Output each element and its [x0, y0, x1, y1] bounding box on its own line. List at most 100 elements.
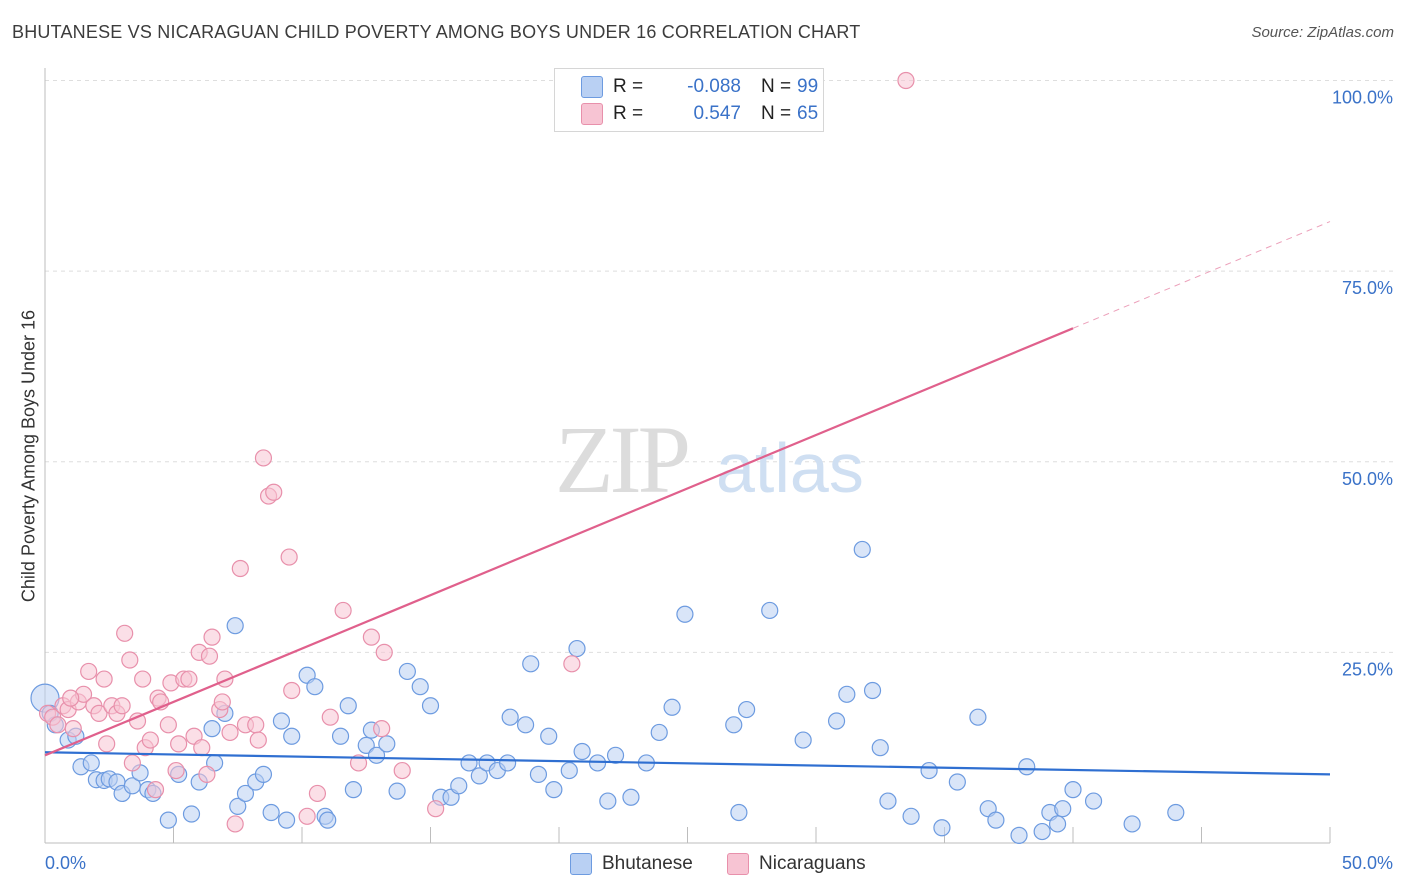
nicaraguans-point — [362, 628, 380, 646]
bhutanese-point — [545, 781, 563, 799]
bhutanese-point — [863, 681, 882, 700]
nicaraguans-point — [159, 716, 177, 734]
bhutanese-point — [229, 797, 247, 816]
legend-swatch-pink — [581, 103, 603, 125]
bhutanese-point — [398, 662, 416, 681]
nicaraguans-point — [427, 800, 445, 818]
bhutanese-point — [529, 765, 548, 783]
bhutanese-point — [568, 639, 586, 658]
legend-swatch-blue — [581, 76, 603, 98]
nicaraguans-point — [334, 601, 352, 620]
x-tick-label-min: 0.0% — [45, 853, 86, 873]
bhutanese-point — [1048, 815, 1067, 833]
nicaraguans-point — [116, 624, 134, 642]
nicaraguans-point — [897, 71, 915, 90]
bhutanese-point — [344, 781, 362, 799]
nicaraguans-point — [200, 647, 219, 665]
nicaraguans-point — [62, 689, 80, 707]
nicaraguans-point — [90, 704, 108, 722]
bhutanese-point — [226, 617, 244, 635]
nicaraguans-point — [265, 483, 283, 501]
bottom-legend-swatch-blue — [570, 853, 592, 875]
bhutanese-point — [277, 811, 296, 829]
bhutanese-point — [902, 807, 920, 825]
bottom-legend-bhutanese: Bhutanese — [570, 852, 693, 876]
bhutanese-point — [761, 601, 779, 620]
bhutanese-point — [522, 655, 540, 673]
nicaraguans-point — [121, 651, 139, 669]
bhutanese-point — [676, 605, 694, 623]
bhutanese-point — [663, 698, 681, 716]
nicaraguans-point — [231, 559, 249, 578]
source-credit: Source: ZipAtlas.com — [1251, 24, 1394, 41]
bhutanese-point — [470, 767, 488, 785]
nicaraguan-points — [38, 71, 915, 833]
nicaraguans-point — [95, 670, 113, 688]
nicaraguans-point — [134, 670, 152, 688]
bhutanese-point — [357, 736, 375, 755]
bhutanese-point — [501, 708, 519, 726]
nicaraguans-point — [226, 815, 244, 833]
bhutanese-point — [838, 685, 856, 703]
bhutanese-point — [411, 678, 429, 696]
nicaraguans-point — [298, 807, 316, 825]
bhutanese-points — [30, 540, 1185, 844]
nicaraguans-point — [141, 731, 159, 749]
x-tick-label-max: 50.0% — [1342, 853, 1393, 873]
legend-n-label: N = — [761, 76, 792, 97]
nicaraguans-point — [321, 708, 339, 726]
bottom-legend-nicaraguans: Nicaraguans — [727, 852, 866, 876]
nicaraguans-point — [123, 754, 141, 772]
bhutanese-point — [1167, 803, 1185, 822]
bhutanese-point — [262, 803, 280, 822]
bhutanese-point — [650, 723, 668, 742]
bhutanese-point — [516, 716, 535, 734]
bottom-legend-swatch-pink — [727, 853, 749, 875]
legend-r-value-nicaraguans: 0.547 — [693, 103, 741, 124]
watermark-atlas: atlas — [716, 429, 864, 507]
nicaraguans-point — [198, 765, 216, 783]
bhutanese-point — [367, 746, 386, 764]
bhutanese-point — [794, 731, 812, 749]
bhutanese-point — [622, 788, 640, 806]
bhutanese-point — [573, 742, 591, 761]
bhutanese-point — [421, 697, 440, 715]
bhutanese-point — [827, 712, 846, 730]
bhutanese-point — [1054, 800, 1072, 818]
bhutanese-point — [879, 792, 897, 810]
bhutanese-point — [1033, 822, 1051, 841]
correlation-legend: R = -0.088 N = 99 R = 0.547 N = 65 — [554, 68, 824, 132]
bhutanese-point — [933, 819, 951, 837]
bhutanese-point — [920, 761, 938, 780]
nicaraguans-point — [49, 716, 67, 734]
nicaraguan-trend-line — [44, 327, 1074, 757]
nicaraguans-point — [98, 735, 116, 753]
nicaraguans-point — [280, 548, 298, 566]
nicaraguans-point — [247, 716, 265, 734]
nicaraguans-point — [254, 449, 273, 467]
nicaraguans-point — [393, 761, 411, 780]
bhutanese-point — [203, 720, 221, 738]
bhutanese-point — [987, 811, 1005, 829]
bhutanese-point — [853, 540, 871, 559]
bhutanese-point — [725, 716, 743, 734]
legend-r-label: R = — [613, 103, 644, 124]
bhutanese-point — [450, 777, 468, 795]
nicaraguans-point — [213, 693, 231, 711]
bhutanese-point — [540, 727, 558, 745]
bhutanese-point — [319, 811, 337, 829]
bhutanese-point — [599, 792, 617, 810]
bhutanese-point — [339, 697, 357, 715]
nicaraguans-point — [375, 643, 393, 661]
bhutanese-point — [606, 746, 625, 764]
nicaraguans-point — [283, 681, 301, 700]
bhutanese-point — [948, 773, 966, 791]
nicaraguans-point — [146, 781, 165, 799]
nicaraguans-point — [221, 723, 239, 742]
bhutanese-point — [306, 678, 324, 696]
nicaraguans-point — [203, 628, 221, 646]
bhutanese-point — [331, 727, 350, 745]
nicaraguans-point — [80, 662, 98, 681]
legend-n-value-nicaraguans: 65 — [797, 103, 819, 124]
